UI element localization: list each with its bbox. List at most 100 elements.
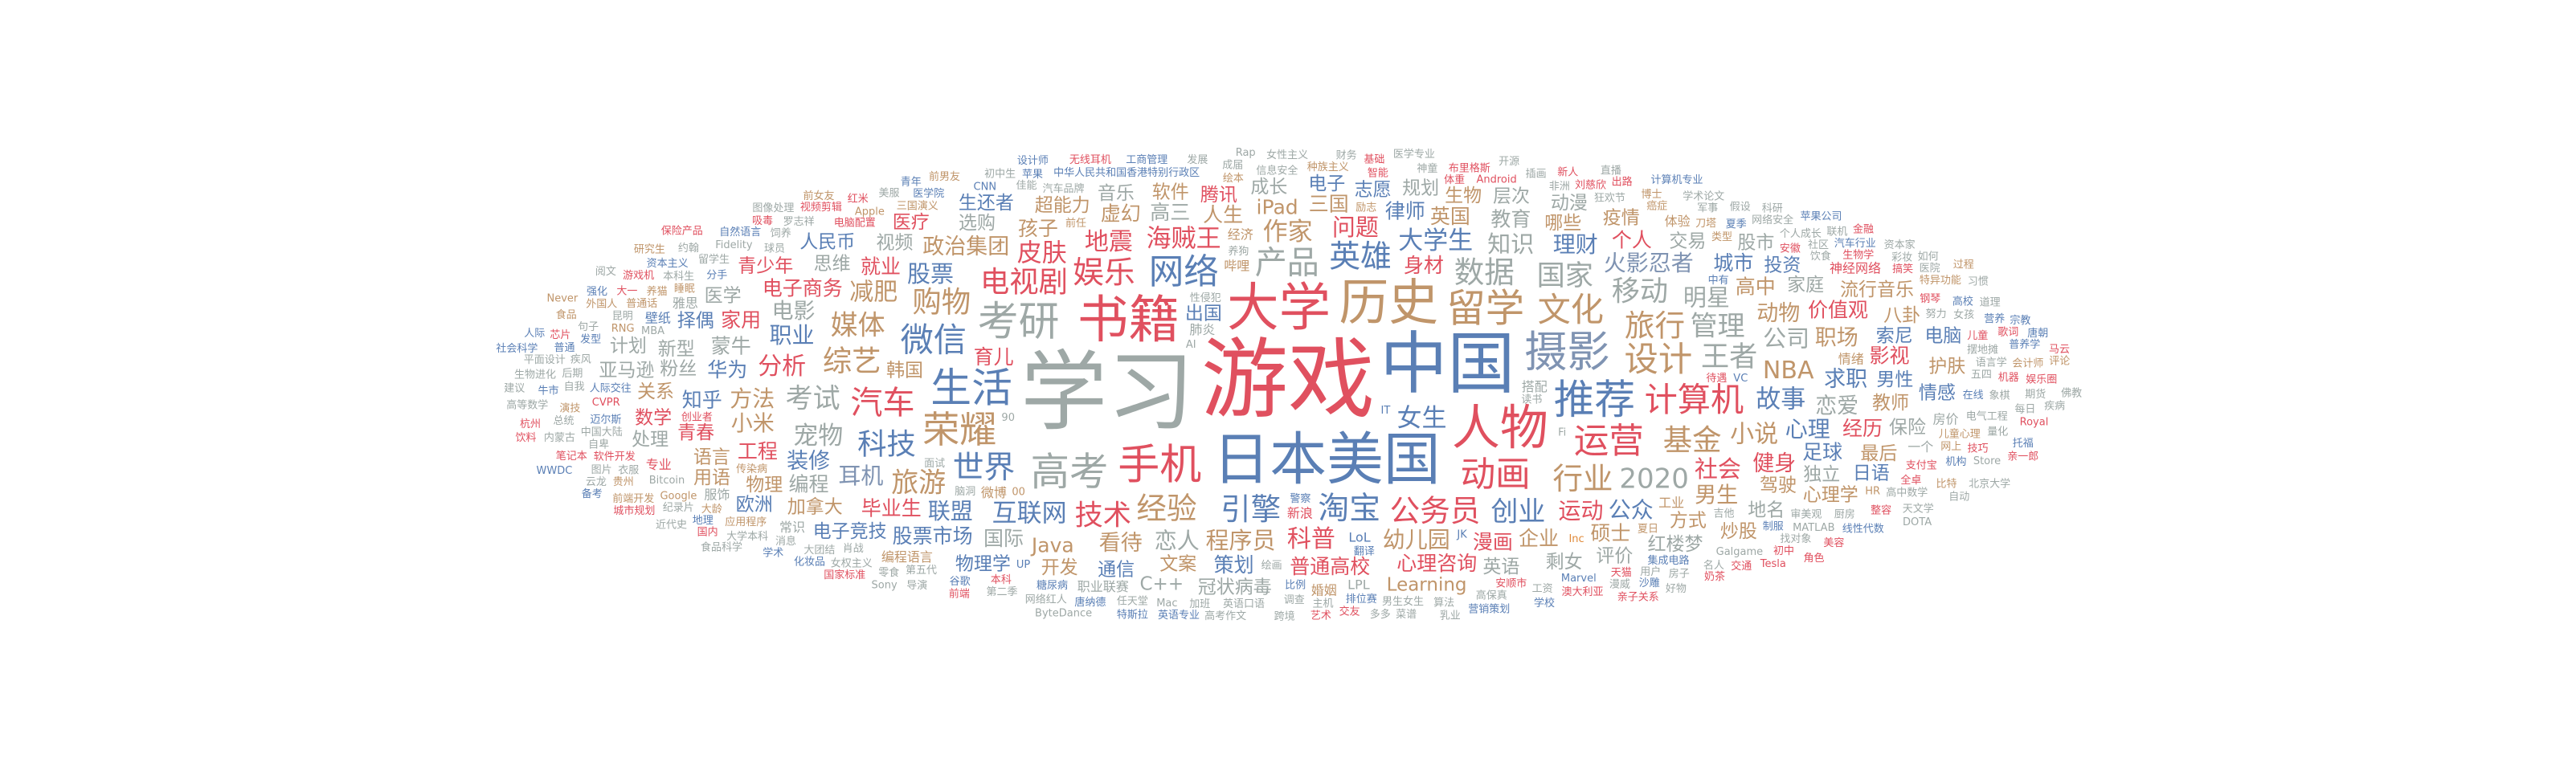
cloud-word: 女权主义	[831, 557, 873, 569]
cloud-word: 机器	[1998, 372, 2019, 384]
cloud-word: ByteDance	[1035, 608, 1092, 620]
cloud-word: 量化	[1987, 426, 2008, 438]
cloud-word: 昆明	[612, 311, 633, 323]
cloud-word: 建议	[504, 383, 525, 395]
cloud-word: 情感	[1919, 382, 1956, 403]
cloud-word: 初中	[1773, 545, 1794, 557]
cloud-word: 婚姻	[1311, 583, 1337, 598]
cloud-word: 女生	[1397, 404, 1447, 433]
cloud-word: 交易	[1669, 231, 1706, 252]
cloud-word: 平面设计	[524, 354, 566, 366]
cloud-word: 三国演义	[897, 200, 938, 213]
cloud-word: 待遇	[1706, 373, 1727, 385]
cloud-word: 直播	[1601, 165, 1621, 177]
cloud-word: 编程	[788, 473, 828, 496]
cloud-word: 投资	[1764, 255, 1801, 276]
cloud-word: 宠物	[793, 422, 843, 451]
cloud-word: 虚幻	[1101, 202, 1141, 225]
cloud-word: 刘慈欣	[1575, 179, 1606, 191]
cloud-word: 孩子	[1018, 217, 1058, 240]
cloud-word: 天文学	[1903, 503, 1934, 516]
cloud-word: 算法	[1433, 597, 1454, 609]
cloud-word: 价值观	[1808, 299, 1868, 322]
cloud-word: 糖尿病	[1037, 579, 1068, 592]
cloud-word: LoL	[1348, 530, 1370, 545]
cloud-word: 物理	[746, 475, 783, 496]
cloud-word: 金融	[1853, 223, 1874, 236]
cloud-word: 神经网络	[1830, 261, 1881, 276]
cloud-word: 方法	[730, 385, 775, 412]
cloud-word: 近代史	[656, 519, 687, 531]
cloud-word: 联机	[1826, 226, 1847, 238]
cloud-word: 饲养	[771, 226, 791, 239]
cloud-word: 微信	[901, 320, 967, 359]
cloud-word: 营销策划	[1468, 603, 1510, 616]
cloud-word: 日本美国	[1212, 426, 1440, 493]
cloud-word: 大学本科	[726, 530, 768, 543]
cloud-word: 中国大陆	[581, 426, 623, 438]
cloud-word: 房价	[1932, 411, 1958, 426]
cloud-word: 股票市场	[893, 524, 973, 548]
cloud-word: 托福	[2013, 438, 2034, 450]
cloud-word: 理财	[1553, 231, 1598, 258]
cloud-word: 主机	[1312, 598, 1333, 610]
cloud-word: 择偶	[677, 310, 714, 331]
cloud-word: 沙雕	[1639, 577, 1660, 589]
cloud-word: 新型	[658, 339, 695, 360]
cloud-word: 留学	[1446, 286, 1524, 331]
cloud-word: 军事	[1697, 202, 1718, 214]
cloud-word: 个人	[1612, 228, 1652, 251]
cloud-word: 第二季	[986, 586, 1017, 598]
cloud-word: 减肥	[849, 279, 898, 307]
cloud-word: 成届	[1222, 160, 1243, 172]
cloud-word: 工业	[1658, 495, 1684, 510]
cloud-word: 电脑	[1924, 325, 1961, 346]
cloud-word: 高考作文	[1204, 610, 1246, 622]
cloud-word: 策划	[1214, 553, 1254, 577]
cloud-word: 问题	[1332, 214, 1379, 241]
cloud-word: 技术	[1075, 499, 1131, 532]
cloud-word: 影视	[1869, 345, 1909, 368]
cloud-word: 癌症	[1646, 199, 1667, 212]
cloud-word: 安顺市	[1495, 577, 1527, 590]
cloud-word: iPad	[1257, 196, 1298, 219]
cloud-word: 歌词	[1997, 327, 2018, 339]
cloud-word: 硕士	[1590, 522, 1630, 545]
cloud-word: 总统	[553, 415, 574, 427]
cloud-word: UP	[1016, 559, 1031, 571]
cloud-word: 一个	[1907, 439, 1933, 455]
cloud-word: 欧洲	[736, 495, 773, 516]
cloud-word: 苹果公司	[1800, 211, 1842, 223]
cloud-word: 纪录片	[663, 502, 694, 514]
cloud-word: 种族主义	[1307, 161, 1349, 173]
cloud-word: 视频剪辑	[800, 201, 842, 214]
cloud-word: 过程	[1953, 259, 1974, 271]
cloud-word: 普通话	[626, 298, 657, 310]
cloud-word: 亲一郎	[2007, 451, 2038, 463]
cloud-word: 杭州	[520, 418, 541, 430]
cloud-word: 吉他	[1713, 508, 1734, 520]
cloud-word: 高中	[1736, 275, 1776, 299]
cloud-word: 贵州	[613, 476, 634, 488]
cloud-word: 企业	[1519, 527, 1559, 550]
cloud-word: 创业	[1490, 496, 1545, 528]
cloud-word: 布里格斯	[1449, 161, 1490, 174]
cloud-word: 地理	[693, 515, 714, 527]
cloud-word: 应用程序	[725, 516, 767, 528]
cloud-word: 电子	[1308, 173, 1345, 194]
cloud-word: 牛市	[538, 384, 558, 397]
cloud-word: 设计师	[1017, 155, 1049, 167]
cloud-word: 唐朝	[2027, 327, 2048, 340]
cloud-word: 夏季	[1726, 218, 1747, 230]
cloud-word: 信息安全	[1256, 165, 1298, 177]
cloud-word: 高考	[1031, 450, 1109, 495]
cloud-word: 腾讯	[1200, 185, 1237, 206]
cloud-word: 电视剧	[980, 265, 1068, 300]
cloud-word: 出路	[1612, 176, 1633, 189]
cloud-word: 关系	[637, 381, 674, 402]
cloud-word: 球员	[764, 243, 785, 255]
cloud-word: 大一	[616, 286, 637, 298]
cloud-word: 非洲	[1549, 181, 1570, 193]
cloud-word: 分析	[758, 353, 806, 381]
cloud-word: 谷歌	[950, 576, 971, 588]
